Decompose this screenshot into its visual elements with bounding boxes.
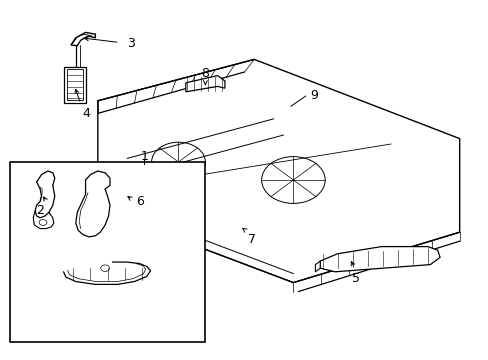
- Polygon shape: [320, 247, 439, 272]
- Bar: [66, 69, 82, 100]
- Text: 9: 9: [310, 89, 318, 102]
- Text: 7: 7: [248, 233, 256, 246]
- Text: 1: 1: [140, 150, 148, 163]
- Text: 4: 4: [82, 107, 90, 120]
- Text: 6: 6: [136, 195, 143, 208]
- Text: 8: 8: [201, 67, 209, 80]
- Bar: [63, 67, 85, 103]
- Polygon shape: [98, 59, 459, 283]
- Text: 2: 2: [36, 204, 44, 217]
- Polygon shape: [185, 76, 224, 92]
- Text: 3: 3: [127, 37, 135, 50]
- Polygon shape: [71, 32, 95, 46]
- Text: 5: 5: [351, 272, 359, 285]
- Bar: [10, 162, 205, 342]
